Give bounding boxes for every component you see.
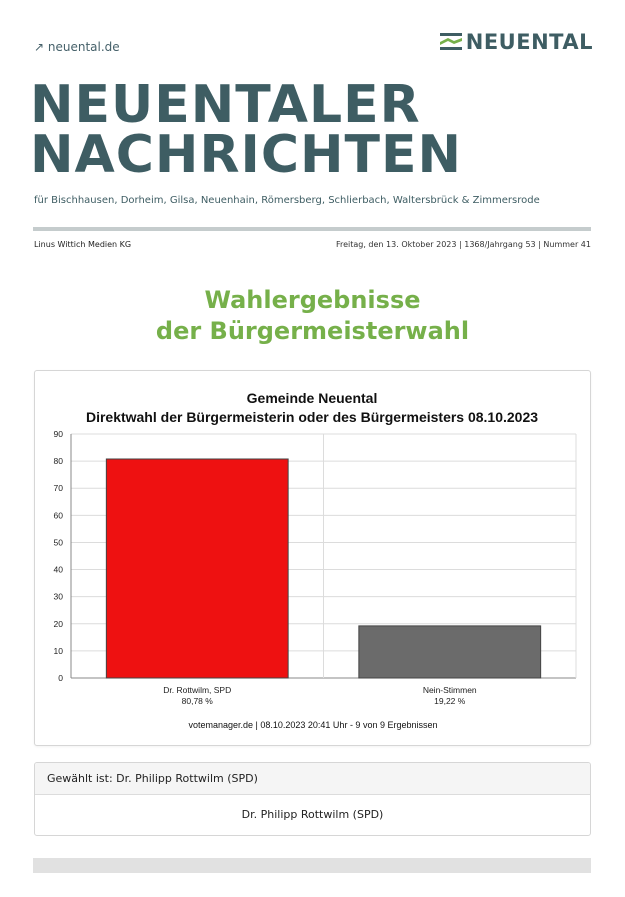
title-line-2: NACHRICHTEN — [30, 125, 463, 185]
result-heading: Gewählt ist: Dr. Philipp Rottwilm (SPD) — [35, 763, 590, 795]
y-tick-label: 70 — [54, 483, 64, 493]
article-headline: Wahlergebnisse der Bürgermeisterwahl — [0, 285, 625, 347]
bar — [358, 625, 542, 679]
header-divider — [33, 227, 591, 231]
headline-line-2: der Bürgermeisterwahl — [155, 317, 470, 345]
chart-subtitle: Direktwahl der Bürgermeisterin oder des … — [86, 409, 538, 425]
winner-name: Dr. Philipp Rottwilm (SPD) — [241, 808, 384, 821]
y-tick-label: 20 — [54, 619, 64, 629]
bar — [105, 458, 289, 679]
y-tick-label: 50 — [54, 537, 64, 547]
y-tick-label: 40 — [54, 565, 64, 575]
x-value-label: 19,22 % — [434, 696, 466, 706]
y-tick-label: 90 — [54, 429, 64, 439]
issue-info: Freitag, den 13. Oktober 2023 | 1368/Jah… — [335, 240, 591, 249]
headline-line-1: Wahlergebnisse — [204, 286, 421, 314]
y-tick-label: 30 — [54, 592, 64, 602]
newspaper-title: NEUENTALER NACHRICHTEN — [30, 75, 463, 185]
x-category-label: Dr. Rottwilm, SPD — [163, 685, 231, 695]
newspaper-subtitle: für Bischhausen, Dorheim, Gilsa, Neuenha… — [34, 195, 540, 206]
x-value-label: 80,78 % — [182, 696, 214, 706]
bottom-bar — [33, 858, 591, 873]
website-link[interactable]: ↗ neuental.de — [34, 40, 120, 54]
result-card: Gewählt ist: Dr. Philipp Rottwilm (SPD) … — [34, 762, 591, 836]
x-category-label: Nein-Stimmen — [423, 685, 477, 695]
chart-footer: votemanager.de | 08.10.2023 20:41 Uhr - … — [188, 720, 437, 730]
logo-text: NEUENTAL — [465, 30, 593, 54]
title-line-1: NEUENTALER — [30, 75, 421, 135]
y-tick-label: 60 — [54, 510, 64, 520]
publisher: Linus Wittich Medien KG — [34, 240, 132, 249]
y-tick-label: 0 — [58, 673, 63, 683]
election-bar-chart: Gemeinde Neuental Direktwahl der Bürgerm… — [54, 390, 577, 730]
y-tick-label: 10 — [54, 646, 64, 656]
neuental-logo: NEUENTAL — [439, 30, 593, 54]
y-tick-label: 80 — [54, 456, 64, 466]
election-chart-card: Gemeinde Neuental Direktwahl der Bürgerm… — [34, 370, 591, 746]
logo-mark-icon — [439, 33, 462, 50]
chart-title: Gemeinde Neuental — [247, 390, 378, 406]
plot-area: 0 10 20 30 40 50 60 70 80 90 Dr. Rottwilm, SPD80,7… — [54, 429, 577, 706]
